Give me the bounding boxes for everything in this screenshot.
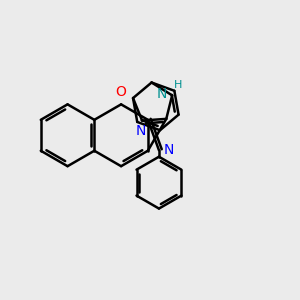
Text: O: O (116, 85, 127, 99)
Text: N: N (164, 143, 174, 157)
Text: N: N (157, 87, 167, 101)
Text: N: N (136, 124, 146, 138)
Text: H: H (174, 80, 182, 90)
